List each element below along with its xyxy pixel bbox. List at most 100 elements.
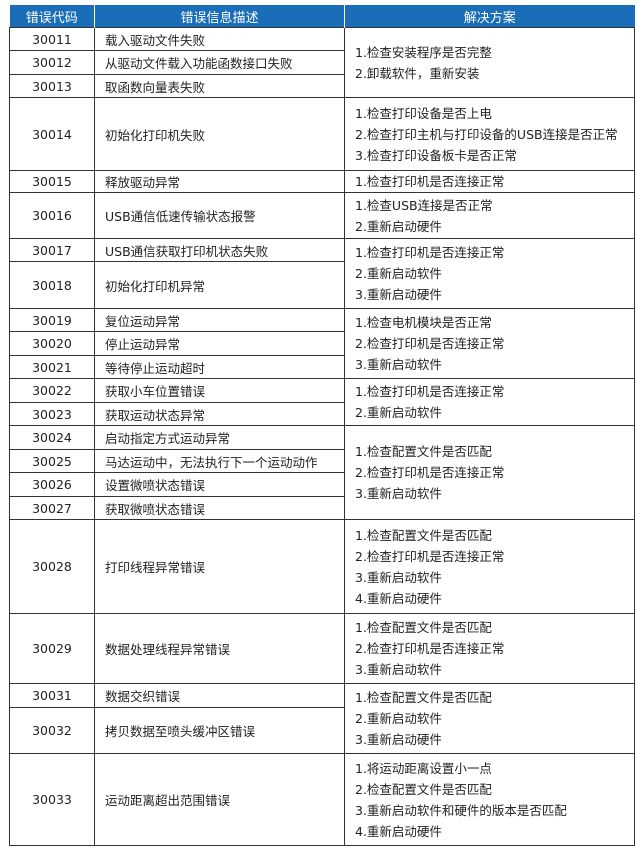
solution-step: 1.检查打印机是否连接正常 — [355, 245, 505, 260]
table-row: 30018 初始化打印机异常 — [9, 261, 635, 309]
solution-cell: 1.检查打印设备是否上电 2.检查打印主机与打印设备的USB连接是否正常 3.检查打… — [344, 97, 635, 171]
solution-step: 3.重新启动软件 — [355, 357, 442, 372]
solution-step: 2.卸载软件，重新安装 — [355, 65, 480, 81]
error-description: 获取运动状态异常 — [94, 402, 345, 426]
error-description: USB通信获取打印机状态失败 — [94, 238, 345, 262]
table-row: 30012 从驱动文件载入功能函数接口失败 — [9, 50, 635, 75]
error-description: 获取小车位置错误 — [94, 378, 345, 403]
table-header-row: 错误代码 错误信息描述 解决方案 — [9, 5, 635, 28]
error-code-table: 错误代码 错误信息描述 解决方案 30011 载入驱动文件失败 1.检查安装程序是否… — [9, 5, 635, 846]
error-code: 30032 — [9, 707, 95, 754]
error-description: 等待停止运动超时 — [94, 355, 345, 379]
error-code: 30011 — [9, 27, 95, 51]
solution-cell: 1.将运动距离设置小一点 2.检查配置文件是否匹配 3.重新启动软件和硬件的版本是否… — [344, 753, 635, 846]
solution-step: 1.检查打印设备是否上电 — [355, 105, 492, 121]
error-code: 30027 — [9, 496, 95, 520]
error-code: 30021 — [9, 355, 95, 379]
table-row: 30021 等待停止运动超时 — [9, 355, 635, 379]
solution-step: 3.重新启动软件 — [355, 569, 442, 585]
solution-step: 2.重新启动软件 — [355, 266, 442, 281]
solution-step: 2.重新启动软件 — [355, 711, 442, 726]
solution-step: 1.将运动距离设置小一点 — [355, 760, 492, 776]
solution-step: 3.重新启动软件 — [355, 662, 442, 677]
error-code: 30024 — [9, 425, 95, 450]
table-row: 30023 获取运动状态异常 — [9, 402, 635, 426]
solution-step: 3.重新启动软件 — [355, 486, 442, 501]
error-code: 30028 — [9, 519, 95, 614]
table-row: 30028 打印线程异常错误 1.检查配置文件是否匹配 2.检查打印机是否连接正常 3.… — [9, 519, 635, 614]
solution-step: 2.检查打印机是否连接正常 — [355, 465, 505, 480]
error-description: 释放驱动异常 — [94, 170, 345, 193]
error-description: 从驱动文件载入功能函数接口失败 — [94, 50, 345, 75]
solution-cell: 1.检查打印机是否连接正常 2.重新启动软件 — [344, 378, 635, 426]
table-row: 30031 数据交织错误 1.检查配置文件是否匹配 2.重新启动软件 3.重新启动硬件 — [9, 683, 635, 754]
solution-cell: 1.检查配置文件是否匹配 2.检查打印机是否连接正常 3.重新启动软件 4.重新启动硬… — [344, 519, 635, 614]
solution-step: 1.检查配置文件是否匹配 — [355, 690, 492, 705]
solution-step: 1.检查配置文件是否匹配 — [355, 444, 492, 459]
error-code: 30031 — [9, 683, 95, 708]
table-row: 30013 取函数向量表失败 — [9, 74, 635, 98]
error-description: 启动指定方式运动异常 — [94, 425, 345, 450]
solution-step: 2.重新启动硬件 — [355, 218, 442, 234]
error-code: 30017 — [9, 238, 95, 262]
error-description: 数据交织错误 — [94, 683, 345, 708]
table-body: 30011 载入驱动文件失败 1.检查安装程序是否完整 2.卸载软件，重新安装 3001… — [9, 27, 635, 846]
error-description: 停止运动异常 — [94, 331, 345, 356]
solution-step: 3.检查打印设备板卡是否正常 — [355, 147, 517, 163]
error-description: USB通信低速传输状态报警 — [94, 192, 345, 239]
error-code: 30016 — [9, 192, 95, 239]
solution-step: 2.检查打印主机与打印设备的USB连接是否正常 — [355, 126, 618, 142]
error-code: 30023 — [9, 402, 95, 426]
table-row: 30026 设置微喷状态错误 — [9, 472, 635, 497]
header-solution: 解决方案 — [344, 5, 635, 28]
error-description: 获取微喷状态错误 — [94, 496, 345, 520]
table-row: 30020 停止运动异常 — [9, 331, 635, 356]
error-description: 打印线程异常错误 — [94, 519, 345, 614]
solution-step: 2.检查打印机是否连接正常 — [355, 336, 505, 351]
error-description: 数据处理线程异常错误 — [94, 613, 345, 684]
error-code: 30022 — [9, 378, 95, 403]
error-description: 运动距离超出范围错误 — [94, 753, 345, 846]
error-code: 30013 — [9, 74, 95, 98]
solution-step: 3.重新启动硬件 — [355, 287, 442, 302]
error-description: 取函数向量表失败 — [94, 74, 345, 98]
table-row: 30025 马达运动中，无法执行下一个运动动作 — [9, 449, 635, 473]
solution-step: 1.检查电机模块是否正常 — [355, 315, 492, 330]
error-code: 30033 — [9, 753, 95, 846]
solution-step: 1.检查配置文件是否匹配 — [355, 620, 492, 635]
solution-cell: 1.检查配置文件是否匹配 2.检查打印机是否连接正常 3.重新启动软件 — [344, 613, 635, 684]
error-description: 载入驱动文件失败 — [94, 27, 345, 51]
error-code: 30014 — [9, 97, 95, 171]
solution-cell: 1.检查打印机是否连接正常 — [344, 170, 635, 193]
table-row: 30032 拷贝数据至喷头缓冲区错误 — [9, 707, 635, 754]
solution-cell: 1.检查电机模块是否正常 2.检查打印机是否连接正常 3.重新启动软件 — [344, 308, 635, 379]
solution-cell: 1.检查配置文件是否匹配 2.检查打印机是否连接正常 3.重新启动软件 — [344, 425, 635, 520]
table-row: 30014 初始化打印机失败 1.检查打印设备是否上电 2.检查打印主机与打印设备的U… — [9, 97, 635, 171]
solution-step: 4.重新启动硬件 — [355, 590, 442, 606]
solution-step: 2.检查配置文件是否匹配 — [355, 781, 492, 797]
table-row: 30015 释放驱动异常 1.检查打印机是否连接正常 — [9, 170, 635, 193]
table-row: 30017 USB通信获取打印机状态失败 1.检查打印机是否连接正常 2.重新启动软件… — [9, 238, 635, 309]
solution-step: 1.检查打印机是否连接正常 — [355, 384, 505, 399]
solution-step: 3.重新启动硬件 — [355, 732, 442, 747]
table-row: 30024 启动指定方式运动异常 1.检查配置文件是否匹配 2.检查打印机是否连接正常… — [9, 425, 635, 520]
error-code: 30018 — [9, 261, 95, 309]
solution-step: 3.重新启动软件和硬件的版本是否匹配 — [355, 802, 567, 818]
header-desc: 错误信息描述 — [94, 5, 345, 28]
error-description: 设置微喷状态错误 — [94, 472, 345, 497]
header-code: 错误代码 — [9, 5, 95, 28]
error-description: 马达运动中，无法执行下一个运动动作 — [94, 449, 345, 473]
solution-step: 2.重新启动软件 — [355, 405, 442, 420]
solution-cell: 1.检查配置文件是否匹配 2.重新启动软件 3.重新启动硬件 — [344, 683, 635, 754]
solution-step: 2.检查打印机是否连接正常 — [355, 641, 505, 656]
table-row: 30019 复位运动异常 1.检查电机模块是否正常 2.检查打印机是否连接正常 3.重新… — [9, 308, 635, 379]
table-row: 30016 USB通信低速传输状态报警 1.检查USB连接是否正常 2.重新启动硬件 — [9, 192, 635, 239]
solution-step: 1.检查安装程序是否完整 — [355, 44, 492, 60]
table-row: 30029 数据处理线程异常错误 1.检查配置文件是否匹配 2.检查打印机是否连接正常… — [9, 613, 635, 684]
error-code: 30025 — [9, 449, 95, 473]
solution-step: 4.重新启动硬件 — [355, 823, 442, 839]
solution-cell: 1.检查安装程序是否完整 2.卸载软件，重新安装 — [344, 27, 635, 98]
error-description: 初始化打印机失败 — [94, 97, 345, 171]
table-row: 30022 获取小车位置错误 1.检查打印机是否连接正常 2.重新启动软件 — [9, 378, 635, 426]
solution-cell: 1.检查打印机是否连接正常 2.重新启动软件 3.重新启动硬件 — [344, 238, 635, 309]
